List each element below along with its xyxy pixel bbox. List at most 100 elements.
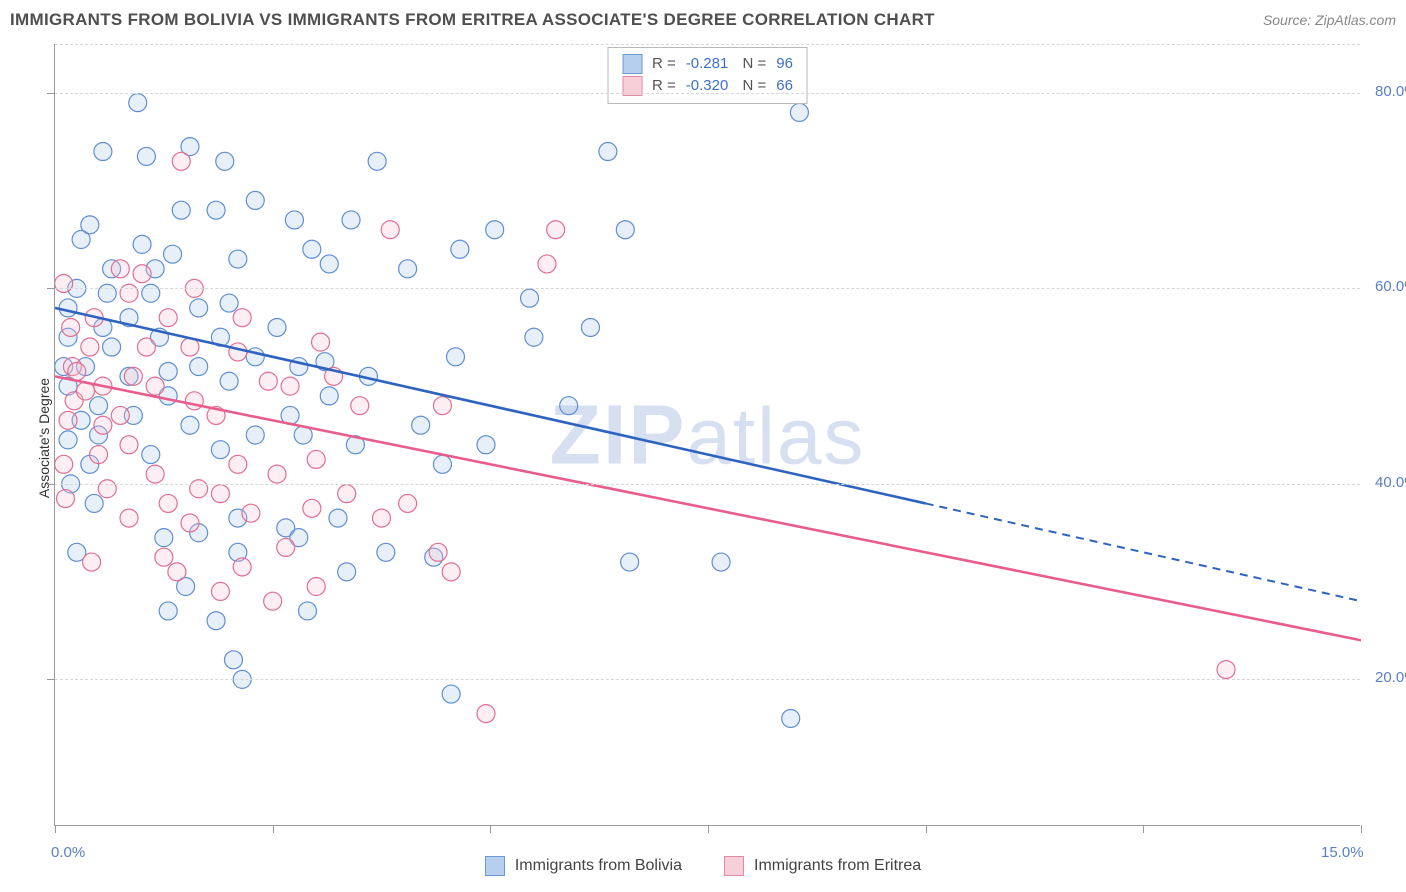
data-point-bolivia <box>137 147 155 165</box>
data-point-bolivia <box>220 372 238 390</box>
data-point-eritrea <box>242 504 260 522</box>
data-point-bolivia <box>85 494 103 512</box>
data-point-bolivia <box>521 289 539 307</box>
y-tick-label: 40.0% <box>1375 474 1406 491</box>
y-tick-mark <box>47 288 55 289</box>
y-axis-label: Associate's Degree <box>36 358 52 518</box>
data-point-bolivia <box>98 284 116 302</box>
data-point-bolivia <box>190 299 208 317</box>
data-point-eritrea <box>83 553 101 571</box>
regression-line-bolivia <box>55 308 926 504</box>
y-tick-label: 60.0% <box>1375 278 1406 295</box>
title-bar: IMMIGRANTS FROM BOLIVIA VS IMMIGRANTS FR… <box>10 10 1396 30</box>
regression-line-dashed-bolivia <box>926 503 1361 601</box>
data-point-eritrea <box>159 309 177 327</box>
data-point-eritrea <box>120 436 138 454</box>
data-point-eritrea <box>268 465 286 483</box>
data-point-bolivia <box>172 201 190 219</box>
data-point-eritrea <box>211 485 229 503</box>
data-point-bolivia <box>224 651 242 669</box>
data-point-eritrea <box>351 397 369 415</box>
stat-legend-row-bolivia: R = -0.281 N = 96 <box>622 53 793 75</box>
data-point-bolivia <box>207 201 225 219</box>
data-point-bolivia <box>229 250 247 268</box>
data-point-eritrea <box>81 338 99 356</box>
stat-r-label: R = <box>652 53 676 75</box>
data-point-eritrea <box>373 509 391 527</box>
x-tick-mark <box>708 825 709 833</box>
data-point-eritrea <box>124 367 142 385</box>
data-point-bolivia <box>142 284 160 302</box>
data-point-bolivia <box>268 318 286 336</box>
data-point-eritrea <box>277 538 295 556</box>
data-point-eritrea <box>55 455 73 473</box>
gridline <box>55 484 1360 485</box>
swatch-bolivia <box>485 856 505 876</box>
data-point-eritrea <box>133 265 151 283</box>
data-point-bolivia <box>525 328 543 346</box>
data-point-bolivia <box>712 553 730 571</box>
x-tick-mark <box>273 825 274 833</box>
y-tick-mark <box>47 484 55 485</box>
data-point-bolivia <box>129 94 147 112</box>
data-point-bolivia <box>81 216 99 234</box>
swatch-bolivia <box>622 54 642 74</box>
data-point-bolivia <box>246 191 264 209</box>
data-point-bolivia <box>377 543 395 561</box>
data-point-eritrea <box>281 377 299 395</box>
data-point-eritrea <box>1217 661 1235 679</box>
data-point-bolivia <box>447 348 465 366</box>
data-point-eritrea <box>547 221 565 239</box>
y-tick-label: 80.0% <box>1375 83 1406 100</box>
data-point-bolivia <box>342 211 360 229</box>
stat-r-value-bolivia: -0.281 <box>686 53 729 75</box>
data-point-eritrea <box>111 406 129 424</box>
x-tick-mark <box>55 825 56 833</box>
data-point-eritrea <box>307 450 325 468</box>
y-tick-mark <box>47 93 55 94</box>
legend-entry-eritrea: Immigrants from Eritrea <box>724 856 921 876</box>
data-point-eritrea <box>90 446 108 464</box>
data-point-eritrea <box>94 416 112 434</box>
data-point-bolivia <box>211 441 229 459</box>
data-point-eritrea <box>190 480 208 498</box>
x-tick-mark <box>926 825 927 833</box>
plot-area: ZIPatlas R = -0.281 N = 96 R = -0.320 N … <box>54 44 1360 826</box>
legend-label-eritrea: Immigrants from Eritrea <box>754 857 921 875</box>
data-point-eritrea <box>137 338 155 356</box>
data-point-eritrea <box>146 465 164 483</box>
data-point-bolivia <box>477 436 495 454</box>
data-point-bolivia <box>338 563 356 581</box>
data-point-bolivia <box>581 318 599 336</box>
stat-n-value-bolivia: 96 <box>776 53 793 75</box>
chart-title: IMMIGRANTS FROM BOLIVIA VS IMMIGRANTS FR… <box>10 10 935 30</box>
x-tick-mark <box>1143 825 1144 833</box>
data-point-eritrea <box>111 260 129 278</box>
data-point-bolivia <box>433 455 451 473</box>
data-point-bolivia <box>207 612 225 630</box>
data-point-bolivia <box>59 431 77 449</box>
data-point-eritrea <box>312 333 330 351</box>
data-point-bolivia <box>790 103 808 121</box>
data-point-bolivia <box>442 685 460 703</box>
data-point-bolivia <box>59 299 77 317</box>
data-point-bolivia <box>621 553 639 571</box>
data-point-bolivia <box>451 240 469 258</box>
bottom-legend: Immigrants from Bolivia Immigrants from … <box>0 856 1406 876</box>
data-point-eritrea <box>155 548 173 566</box>
data-point-bolivia <box>190 358 208 376</box>
swatch-eritrea <box>724 856 744 876</box>
data-point-bolivia <box>220 294 238 312</box>
source-label: Source: ZipAtlas.com <box>1263 12 1396 28</box>
x-tick-mark <box>1361 825 1362 833</box>
stat-legend: R = -0.281 N = 96 R = -0.320 N = 66 <box>607 47 808 104</box>
data-point-bolivia <box>399 260 417 278</box>
data-point-eritrea <box>338 485 356 503</box>
x-tick-mark <box>490 825 491 833</box>
data-point-bolivia <box>94 143 112 161</box>
data-point-bolivia <box>285 211 303 229</box>
data-point-eritrea <box>233 309 251 327</box>
data-point-bolivia <box>486 221 504 239</box>
data-point-bolivia <box>164 245 182 263</box>
data-point-eritrea <box>264 592 282 610</box>
